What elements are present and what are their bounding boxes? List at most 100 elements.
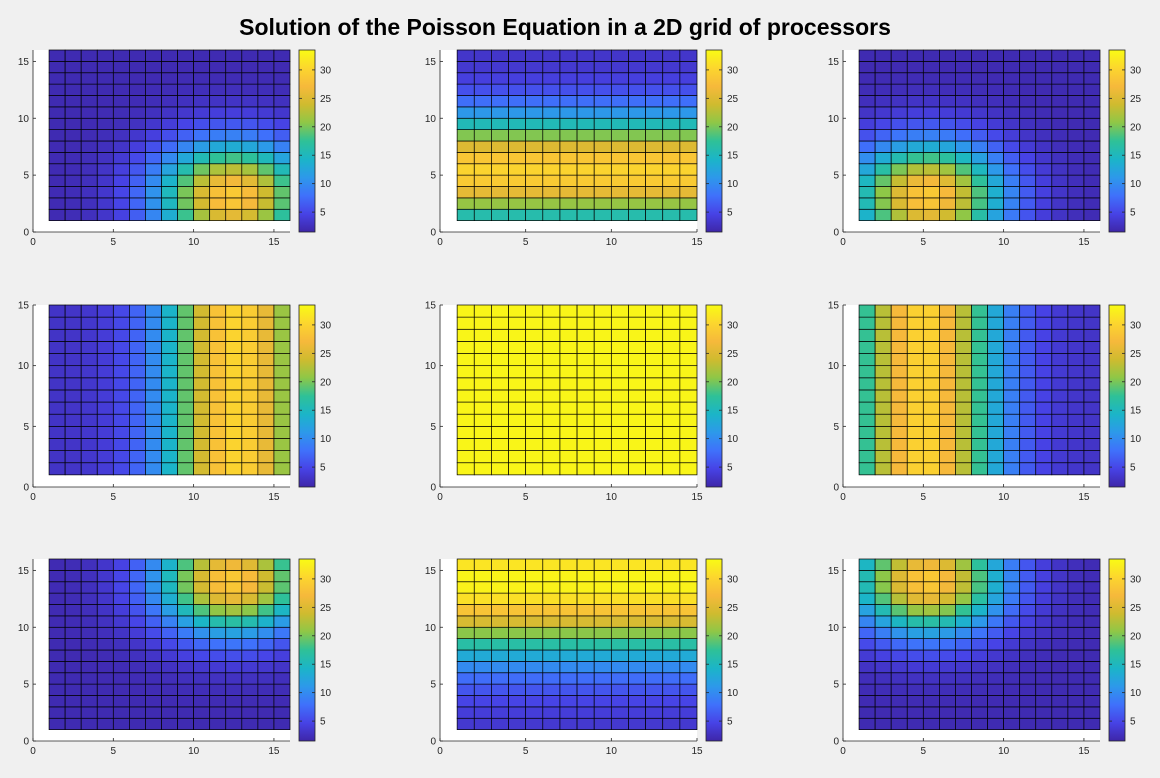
heatmap-cell — [209, 152, 227, 165]
heatmap-cell — [64, 61, 82, 74]
heatmap-cell — [662, 140, 681, 153]
heatmap-cell — [610, 683, 629, 696]
heatmap-cell — [273, 117, 291, 130]
heatmap-cell — [628, 581, 646, 594]
heatmap-cell — [662, 117, 681, 130]
heatmap-cell — [906, 377, 924, 391]
heatmap-cell — [525, 129, 544, 142]
heatmap-cell — [645, 401, 664, 415]
heatmap-cell — [456, 581, 475, 594]
heatmap-cell — [971, 328, 988, 342]
heatmap-cell — [922, 316, 940, 330]
heatmap-cell — [273, 61, 291, 74]
heatmap-cell — [456, 450, 475, 464]
heatmap-cell — [257, 706, 275, 719]
heatmap-cell — [456, 163, 475, 176]
heatmap-cell — [858, 604, 876, 617]
heatmap-cell — [1003, 649, 1021, 662]
heatmap-cell — [610, 95, 629, 108]
heatmap-cell — [874, 413, 892, 427]
heatmap-cell — [257, 174, 275, 187]
heatmap-cell — [129, 304, 146, 318]
heatmap-cell — [662, 95, 681, 108]
heatmap-cell — [955, 558, 972, 571]
heatmap-cell — [473, 95, 492, 108]
heatmap-cell — [559, 638, 578, 651]
heatmap-cell — [593, 638, 612, 651]
heatmap-cell — [542, 61, 561, 74]
colorbar-tick-label: 30 — [727, 65, 739, 76]
heatmap-cell — [542, 83, 561, 96]
colorbar-tick-label: 15 — [1130, 660, 1142, 671]
colorbar-tick-label: 5 — [727, 717, 733, 728]
y-tick-label: 10 — [425, 361, 437, 372]
heatmap-cell — [525, 49, 544, 62]
heatmap-cell — [1083, 365, 1101, 379]
colorbar-tick-label: 10 — [1130, 434, 1142, 445]
heatmap-cell — [1003, 581, 1021, 594]
heatmap-cell — [593, 328, 612, 342]
heatmap-cell — [971, 61, 988, 74]
heatmap-cell — [628, 604, 646, 617]
heatmap-cell — [48, 316, 66, 330]
heatmap-cell — [161, 413, 178, 427]
heatmap-cell — [679, 49, 698, 62]
heatmap-cell — [939, 626, 956, 639]
heatmap-cell — [508, 186, 527, 199]
heatmap-cell — [145, 377, 162, 391]
heatmap-cell — [273, 377, 291, 391]
heatmap-cell — [193, 401, 211, 415]
heatmap-cell — [559, 117, 578, 130]
heatmap-cell — [241, 450, 259, 464]
heatmap-cell — [645, 140, 664, 153]
heatmap-cell — [662, 163, 681, 176]
heatmap-cell — [1019, 72, 1037, 85]
heatmap-cell — [1019, 661, 1037, 674]
heatmap-cell — [96, 615, 114, 628]
heatmap-cell — [987, 353, 1004, 367]
heatmap-cell — [257, 695, 275, 708]
heatmap-cell — [525, 316, 544, 330]
heatmap-cell — [177, 592, 194, 605]
heatmap-cell — [971, 129, 988, 142]
heatmap-cell — [1051, 341, 1069, 354]
heatmap-cell — [987, 438, 1004, 451]
heatmap-cell — [112, 316, 130, 330]
heatmap-cell — [456, 106, 475, 119]
heatmap-cell — [64, 581, 82, 594]
heatmap-cell — [576, 365, 595, 379]
heatmap-cell — [177, 353, 194, 367]
heatmap-cell — [971, 626, 988, 639]
y-tick-label: 5 — [23, 422, 29, 433]
heatmap-cell — [1051, 717, 1069, 730]
heatmap-cell — [456, 558, 475, 571]
heatmap-cell — [525, 72, 544, 85]
heatmap-cell — [906, 683, 924, 696]
heatmap-cell — [628, 450, 646, 464]
heatmap-cell — [273, 174, 291, 187]
heatmap-cell — [473, 425, 492, 439]
heatmap-cell — [273, 72, 291, 85]
heatmap-cell — [209, 72, 227, 85]
heatmap-cell — [1083, 106, 1101, 119]
heatmap-cell — [193, 208, 211, 221]
heatmap-cell — [971, 208, 988, 221]
x-tick-label: 15 — [691, 237, 703, 248]
heatmap-cell — [1019, 581, 1037, 594]
heatmap-cell — [177, 365, 194, 379]
heatmap-cell — [48, 140, 66, 153]
heatmap-cell — [939, 717, 956, 730]
heatmap-cell — [1035, 49, 1053, 62]
x-tick-label: 5 — [523, 237, 529, 248]
heatmap-cell — [473, 413, 492, 427]
heatmap-cell — [955, 365, 972, 379]
heatmap-cell — [1035, 683, 1053, 696]
heatmap-cell — [593, 592, 612, 605]
heatmap-cell — [241, 341, 259, 354]
heatmap-cell — [1019, 174, 1037, 187]
heatmap-cell — [955, 129, 972, 142]
heatmap-cell — [858, 592, 876, 605]
heatmap-cell — [508, 450, 527, 464]
heatmap-cell — [273, 83, 291, 96]
heatmap-cell — [209, 672, 227, 685]
